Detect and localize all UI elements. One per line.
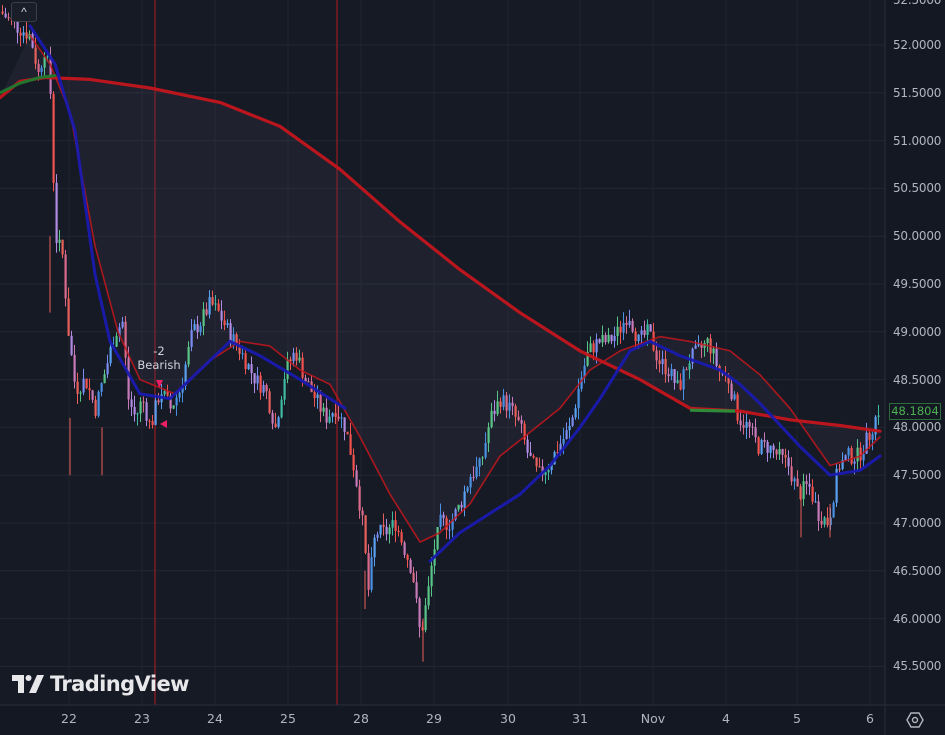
- price-tick: 52.0000: [893, 38, 942, 52]
- time-tick: 6: [866, 711, 874, 726]
- signal-label: Bearish: [137, 358, 181, 372]
- time-tick: 31: [572, 711, 588, 726]
- time-tick: 25: [280, 711, 296, 726]
- time-tick: 5: [793, 711, 801, 726]
- time-tick: 24: [207, 711, 223, 726]
- price-tick: 50.5000: [893, 181, 942, 196]
- collapse-button[interactable]: ^: [11, 2, 37, 22]
- price-tick: 52.5000: [893, 0, 942, 7]
- brand-name: TradingView: [50, 672, 189, 696]
- price-tick: 47.5000: [893, 468, 942, 483]
- price-tick: 45.5000: [893, 659, 942, 674]
- time-tick: 28: [353, 711, 369, 726]
- time-tick: Nov: [640, 711, 666, 726]
- candles: [1, 5, 880, 662]
- time-tick: 30: [500, 711, 516, 726]
- signal-value: -2: [153, 344, 165, 358]
- time-tick: 22: [61, 711, 77, 726]
- tradingview-logo[interactable]: TradingView: [12, 672, 189, 696]
- price-tick: 48.0000: [893, 420, 942, 435]
- price-tick: 46.0000: [893, 611, 942, 626]
- price-tick: 48.5000: [893, 372, 942, 387]
- ma-cloud: [0, 35, 880, 543]
- moving-averages: [0, 24, 882, 563]
- time-tick: 23: [134, 711, 150, 726]
- price-tick: 51.5000: [893, 85, 942, 100]
- price-tick: 46.5000: [893, 563, 942, 578]
- price-tick: 51.0000: [893, 133, 942, 148]
- signal-annotation: -2 Bearish: [136, 344, 182, 372]
- session-lines: [154, 0, 338, 705]
- time-tick: 29: [426, 711, 442, 726]
- tradingview-logo-icon: [12, 675, 44, 693]
- price-tick: 49.5000: [893, 277, 942, 291]
- price-tick: 47.0000: [893, 516, 942, 530]
- settings-icon[interactable]: [905, 710, 925, 730]
- bearish-signal: [156, 380, 167, 428]
- time-tick: 4: [722, 711, 730, 726]
- price-tick: 50.0000: [893, 229, 942, 244]
- last-price-label: 48.1804: [889, 403, 941, 420]
- price-tick: 49.0000: [893, 324, 942, 339]
